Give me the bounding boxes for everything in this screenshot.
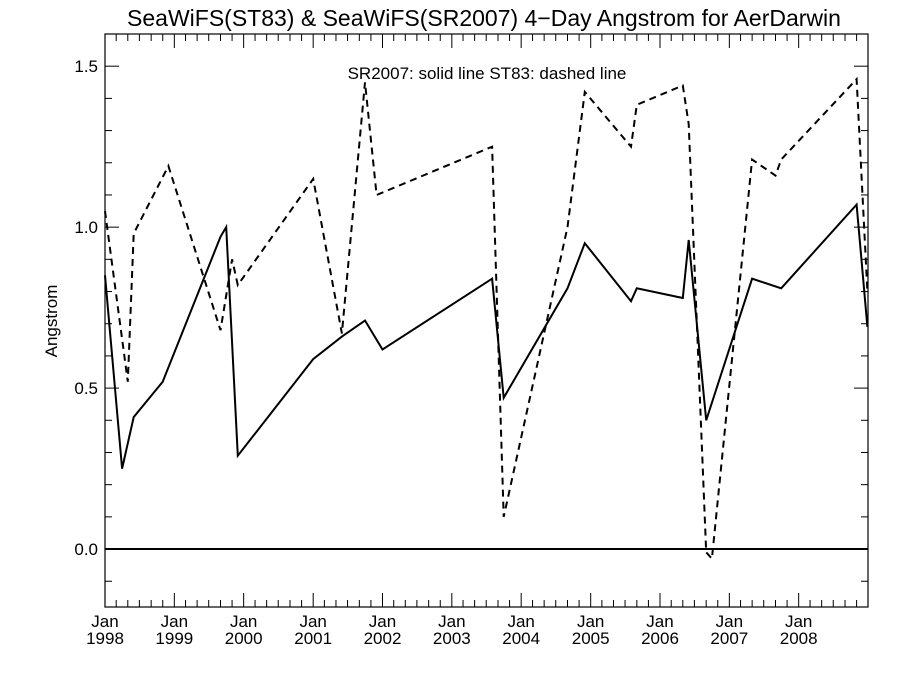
x-tick-label-month: Jan [91,612,118,631]
series-line-st83 [104,76,869,562]
x-tick-label-year: 2002 [364,629,402,648]
plot-area-border [104,33,869,608]
x-tick-label-month: Jan [785,612,812,631]
x-tick-label-month: Jan [230,612,257,631]
x-tick-label-month: Jan [716,612,743,631]
x-tick-label-year: 2006 [641,629,679,648]
x-tick-label-month: Jan [369,612,396,631]
series-lines [104,76,869,562]
x-tick-label-year: 2004 [502,629,540,648]
x-tick-label-year: 1999 [155,629,193,648]
x-tick-label-year: 2000 [225,629,263,648]
x-tick-label-year: 2005 [572,629,610,648]
x-tick-label-month: Jan [577,612,604,631]
chart-title: SeaWiFS(ST83) & SeaWiFS(SR2007) 4−Day An… [127,5,841,31]
series-line-sr2007 [104,202,869,469]
y-tick-label: 1.0 [74,218,98,237]
plot-frame [104,33,869,608]
y-tick-label: 0.5 [74,379,98,398]
y-axis-label: Angstrom [42,285,61,358]
y-tick-label: 0.0 [74,540,98,559]
x-tick-label-year: 2008 [780,629,818,648]
x-tick-label-month: Jan [438,612,465,631]
legend-annotation: SR2007: solid line ST83: dashed line [348,64,627,83]
x-tick-label-month: Jan [161,612,188,631]
x-tick-label-month: Jan [507,612,534,631]
x-tick-label-year: 2007 [710,629,748,648]
x-tick-label-month: Jan [646,612,673,631]
axis-ticks [104,34,868,607]
y-tick-label: 1.5 [74,57,98,76]
x-tick-label-year: 2003 [433,629,471,648]
x-tick-label-year: 1998 [86,629,124,648]
x-tick-label-month: Jan [299,612,326,631]
x-tick-label-year: 2001 [294,629,332,648]
tick-labels: 0.00.51.01.5Jan1998Jan1999Jan2000Jan2001… [74,57,817,648]
